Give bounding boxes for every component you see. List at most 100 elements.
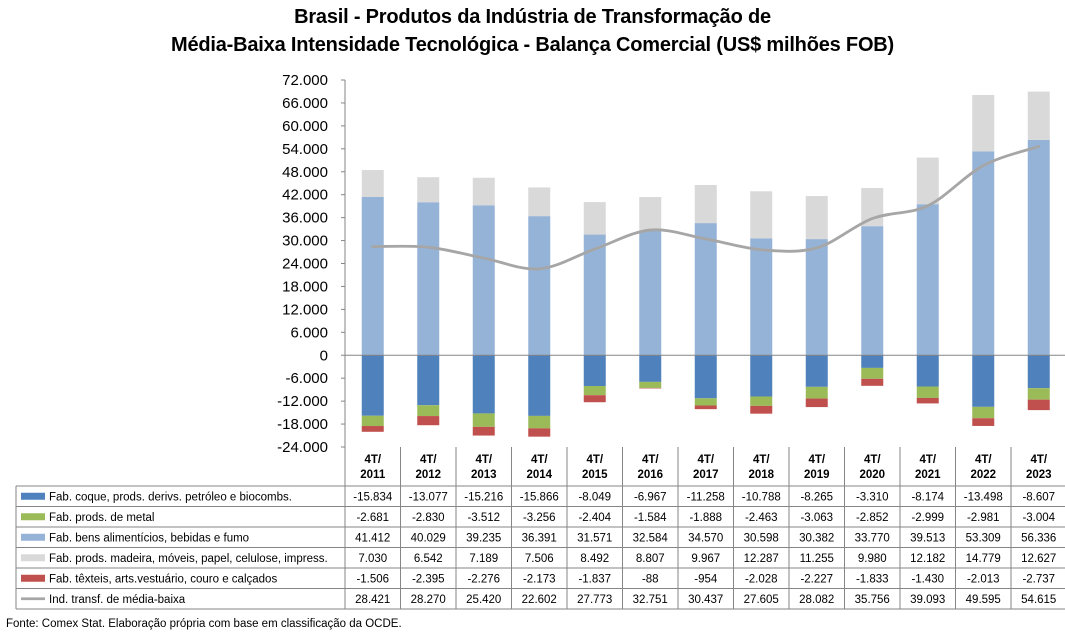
data-label: 35.756 (855, 594, 890, 606)
bar-segment (972, 355, 995, 407)
data-label: 8.492 (580, 553, 609, 565)
bar-segment (417, 416, 440, 426)
legend-label: Ind. transf. de média-baixa (49, 594, 186, 606)
y-tick-label: 6.000 (290, 324, 328, 341)
data-label: 12.627 (1021, 553, 1056, 565)
bar-segment (417, 202, 440, 356)
x-tick-label: 2015 (582, 469, 608, 481)
bar-segment (972, 418, 995, 426)
bar-segment (417, 405, 440, 417)
bar-segment (528, 415, 551, 429)
y-tick-label: -6.000 (285, 370, 328, 387)
data-label: -1.833 (856, 573, 889, 585)
bar-segment (861, 226, 884, 356)
data-label: -2.981 (967, 512, 1000, 524)
y-tick-label: 24.000 (282, 256, 328, 273)
y-tick-label: -18.000 (277, 416, 328, 433)
data-label: 49.595 (966, 594, 1001, 606)
data-label: -13.498 (964, 491, 1003, 503)
y-tick-label: 0 (320, 347, 328, 364)
bar-segment (750, 405, 773, 414)
bar-segment (583, 386, 606, 396)
data-label: 41.412 (355, 532, 390, 544)
data-label: 53.309 (966, 532, 1001, 544)
y-tick-label: 66.000 (282, 95, 328, 112)
legend-label: Fab. coque, prods. derivs. petróleo e bi… (49, 491, 292, 503)
source-note: Fonte: Comex Stat. Elaboração própria co… (6, 618, 402, 630)
legend-label: Fab. bens alimentícios, bebidas e fumo (49, 532, 249, 544)
bar-segment (361, 170, 384, 197)
data-label: 56.336 (1021, 532, 1056, 544)
data-label: 28.082 (799, 594, 834, 606)
data-label: -8.607 (1022, 491, 1055, 503)
chart-title-line-2: Média-Baixa Intensidade Tecnológica - Ba… (171, 34, 894, 56)
data-label: -88 (642, 573, 659, 585)
bar-segment (361, 415, 384, 427)
data-label: -2.852 (856, 512, 889, 524)
x-tick-label: 4T/ (919, 454, 936, 466)
bar-segment (528, 216, 551, 356)
legend-key (21, 554, 45, 562)
data-label: -2.463 (745, 512, 778, 524)
bar-segment (361, 196, 384, 356)
bar-segment (861, 367, 884, 379)
y-tick-label: 60.000 (282, 118, 328, 135)
bar-segment (583, 234, 606, 356)
bar-segment (916, 355, 939, 387)
data-label: 7.189 (469, 553, 498, 565)
data-label: -2.173 (523, 573, 556, 585)
bar-segment (361, 355, 384, 416)
data-label: 9.980 (858, 553, 887, 565)
x-tick-label: 4T/ (586, 454, 603, 466)
x-tick-label: 4T/ (697, 454, 714, 466)
bar-segment (472, 413, 495, 427)
bar-segment (972, 151, 995, 356)
data-label: 28.270 (411, 594, 446, 606)
x-tick-label: 2021 (915, 469, 941, 481)
bar-segment (472, 177, 495, 206)
bar-segment (1027, 388, 1050, 400)
bar-segment (694, 223, 717, 356)
bar-segment (694, 355, 717, 399)
data-label: 6.542 (414, 553, 443, 565)
data-label: -8.174 (911, 491, 944, 503)
data-label: -11.258 (687, 491, 725, 503)
bar-segment (528, 355, 551, 416)
data-label: 12.182 (910, 553, 945, 565)
bar-segment (750, 396, 773, 406)
bar-segment (861, 187, 884, 227)
data-label: 32.751 (633, 594, 668, 606)
x-tick-label: 4T/ (808, 454, 825, 466)
data-label: 30.437 (688, 594, 723, 606)
legend-key (21, 513, 45, 521)
x-tick-label: 4T/ (420, 454, 437, 466)
bar-segment (916, 204, 939, 356)
y-tick-label: 54.000 (282, 141, 328, 158)
data-label: -3.256 (523, 512, 556, 524)
data-label: -2.999 (911, 512, 944, 524)
bar-segment (805, 239, 828, 356)
data-label: 7.030 (358, 553, 387, 565)
bar-segment (694, 184, 717, 224)
bar-segment (361, 426, 384, 432)
y-tick-label: 12.000 (282, 301, 328, 318)
data-label: -2.276 (467, 573, 500, 585)
data-label: -8.049 (578, 491, 611, 503)
data-label: 25.420 (466, 594, 501, 606)
bar-segment (639, 387, 662, 389)
data-label: -2.737 (1022, 573, 1055, 585)
data-label: 12.287 (744, 553, 779, 565)
data-label: -954 (694, 573, 718, 585)
bar-segment (417, 177, 440, 203)
bar-segment (805, 398, 828, 408)
data-label: -15.866 (520, 491, 559, 503)
data-label: -2.013 (967, 573, 1000, 585)
data-label: -8.265 (800, 491, 833, 503)
data-label: -1.888 (689, 512, 722, 524)
bar-segment (1027, 399, 1050, 411)
y-tick-label: 72.000 (282, 72, 328, 89)
series-line (371, 145, 1041, 271)
bar-segment (861, 355, 884, 368)
data-label: 22.602 (522, 594, 557, 606)
y-tick-label: 48.000 (282, 164, 328, 181)
